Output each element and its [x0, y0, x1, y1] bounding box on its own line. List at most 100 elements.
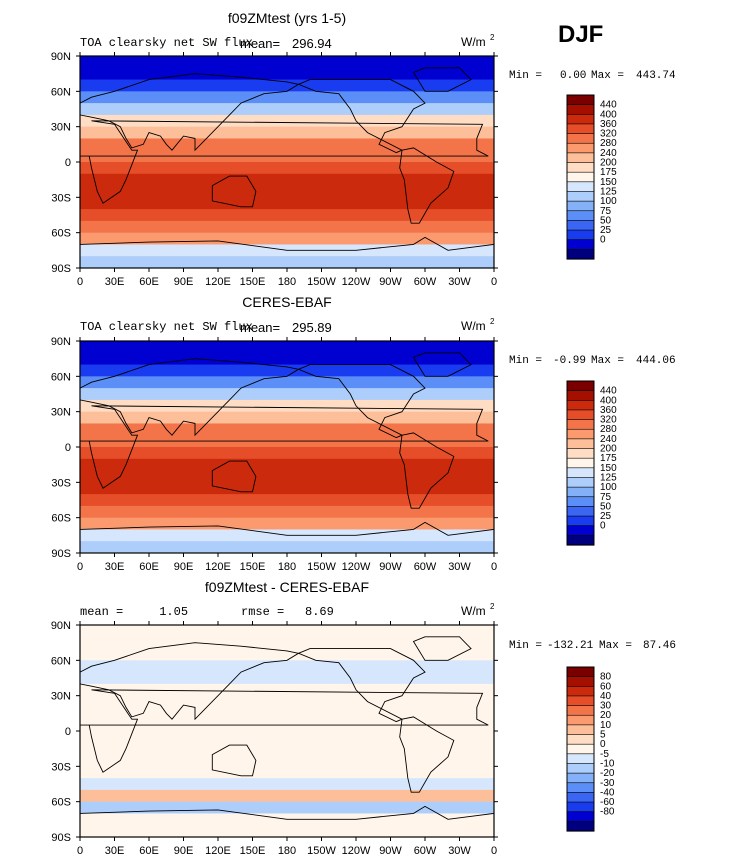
x-tick-label: 150E: [240, 561, 266, 573]
x-tick-label: 180: [278, 276, 296, 288]
x-tick-label: 180: [278, 561, 296, 573]
lat-band: [80, 695, 494, 708]
panel-left-label: mean = 1.05: [80, 605, 188, 619]
colorbar-segment: [566, 714, 595, 726]
y-tick-label: 90N: [51, 51, 71, 63]
lat-band: [80, 470, 494, 483]
lat-band: [80, 825, 494, 838]
panel-mean-label: mean=: [240, 36, 280, 51]
colorbar-label: -40: [600, 787, 615, 798]
coastline: [79, 73, 300, 152]
min-value: -0.99: [553, 355, 586, 367]
colorbar-segment: [566, 438, 595, 450]
coastline: [79, 358, 300, 437]
y-tick-label: 0: [65, 726, 71, 738]
x-tick-label: 0: [77, 561, 83, 573]
colorbar-segment: [566, 152, 595, 164]
x-tick-label: 120W: [342, 276, 371, 288]
x-tick-label: 0: [77, 845, 83, 857]
colorbar-segment: [566, 113, 595, 125]
colorbar-label: 240: [600, 148, 617, 159]
panel-mean-value: 8.69: [305, 605, 334, 619]
coastline: [297, 364, 426, 439]
x-tick-label: 0: [77, 276, 83, 288]
coastline: [412, 67, 472, 92]
colorbar-label: 0: [600, 521, 606, 532]
lat-band: [80, 683, 494, 697]
x-tick-label: 180: [278, 845, 296, 857]
x-tick-label: 120W: [342, 845, 371, 857]
panel-model: f09ZMtest (yrs 1-5) TOA clearsky net SW …: [51, 10, 676, 288]
map-obs: 0 30E 60E 90E 120E 150E 180 150W 120W 90W 60W 30W 09…: [51, 336, 498, 573]
max-label: Max =: [591, 70, 624, 82]
colorbar-label: -10: [600, 758, 615, 769]
colorbar-label: 10: [600, 720, 612, 731]
coastline: [412, 352, 472, 377]
colorbar-segment: [566, 419, 595, 430]
x-tick-label: 30W: [448, 561, 471, 573]
x-tick-label: 30E: [105, 845, 125, 857]
colorbar-segment: [566, 685, 595, 697]
season-label: DJF: [558, 21, 603, 48]
coastline: [412, 636, 472, 661]
lat-band: [80, 754, 494, 767]
colorbar-segment: [566, 753, 595, 765]
map-diff: 0 30E 60E 90E 120E 150E 180 150W 120W 90W 60W 30W 09…: [51, 620, 498, 857]
x-tick-label: 0: [491, 561, 497, 573]
colorbar-segment: [566, 515, 595, 527]
colorbar-segment: [566, 428, 595, 440]
x-tick-label: 120W: [342, 561, 371, 573]
x-tick-label: 60E: [139, 276, 159, 288]
panel-obs: CERES-EBAF TOA clearsky net SW flux mean…: [51, 294, 676, 573]
colorbar-label: 125: [600, 186, 617, 197]
colorbar-label: 400: [600, 395, 617, 406]
lat-band: [80, 209, 494, 222]
colorbar-segment: [566, 409, 595, 421]
colorbar-segment: [566, 162, 595, 173]
colorbar-label: 60: [600, 681, 612, 692]
colorbar-segment: [566, 448, 595, 459]
colorbar-segment: [566, 467, 595, 479]
colorbar-label: 30: [600, 701, 612, 712]
panel-title: f09ZMtest (yrs 1-5): [228, 10, 346, 26]
lat-band: [80, 672, 494, 685]
colorbar-label: 360: [600, 405, 617, 416]
y-tick-label: 60N: [51, 86, 71, 98]
lat-band: [80, 648, 494, 661]
colorbar-label: 40: [600, 691, 612, 702]
lat-band: [80, 352, 494, 366]
lat-band: [80, 731, 494, 744]
y-tick-label: 0: [65, 157, 71, 169]
x-tick-label: 60W: [414, 845, 437, 857]
lat-band: [80, 789, 494, 803]
lat-band: [80, 126, 494, 139]
lat-band: [80, 91, 494, 104]
lat-band: [80, 411, 494, 424]
coastline: [80, 689, 489, 773]
y-tick-label: 60S: [51, 228, 71, 240]
colorbar-label: 175: [600, 167, 617, 178]
colorbar-segment: [566, 666, 595, 678]
coastline: [399, 716, 455, 793]
colorbar-segment: [566, 239, 595, 250]
x-tick-label: 60W: [414, 561, 437, 573]
x-tick-label: 30E: [105, 276, 125, 288]
colorbar-label: -60: [600, 797, 615, 808]
map-model: 0 30E 60E 90E 120E 150E 180 150W 120W 90W 60W 30W 09…: [51, 51, 498, 288]
y-tick-label: 30N: [51, 691, 71, 703]
lat-band: [80, 494, 494, 507]
x-tick-label: 150W: [307, 276, 336, 288]
colorbar-label: 150: [600, 463, 617, 474]
colorbar-label: 320: [600, 129, 617, 140]
x-tick-label: 30E: [105, 561, 125, 573]
y-tick-label: 90S: [51, 548, 71, 560]
colorbar-label: 440: [600, 386, 617, 397]
panel-left-label: TOA clearsky net SW flux: [80, 320, 253, 334]
lat-band: [80, 79, 494, 92]
colorbar-segment: [566, 220, 595, 231]
x-tick-label: 60W: [414, 276, 437, 288]
x-tick-label: 150W: [307, 845, 336, 857]
colorbar-segment: [566, 734, 595, 745]
min-value: 0.00: [560, 70, 586, 82]
